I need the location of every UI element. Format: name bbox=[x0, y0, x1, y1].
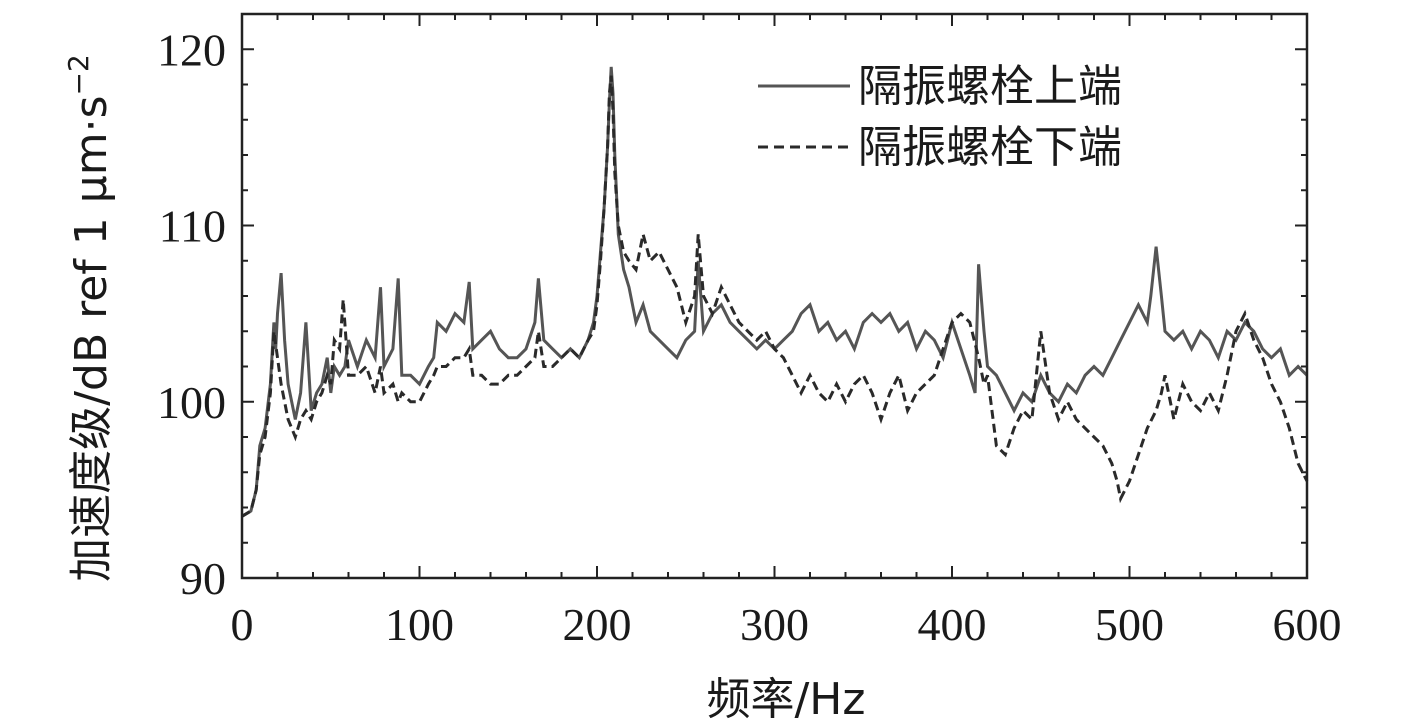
x-tick-label: 600 bbox=[1273, 599, 1342, 650]
series-line-2 bbox=[241, 75, 1309, 518]
x-axis-title: 频率/Hz bbox=[706, 674, 865, 725]
tick-labels: 0 100 200 300 400 500 600 90 100 110 120 bbox=[157, 24, 1342, 650]
y-axis-title: 加速度级/dB ref 1 μm·s−2 bbox=[62, 54, 117, 582]
plot-frame bbox=[240, 12, 1309, 580]
plot-lines bbox=[241, 66, 1309, 518]
axis-ticks bbox=[241, 13, 1308, 579]
y-tick-label: 100 bbox=[157, 377, 226, 428]
x-tick-label: 400 bbox=[918, 599, 987, 650]
series-line-1 bbox=[241, 66, 1309, 518]
legend-label-upper: 隔振螺栓上端 bbox=[858, 61, 1122, 112]
x-tick-label: 500 bbox=[1095, 599, 1164, 650]
y-tick-label: 110 bbox=[159, 201, 226, 252]
x-tick-label: 0 bbox=[231, 599, 254, 650]
legend-label-lower: 隔振螺栓下端 bbox=[858, 122, 1122, 173]
x-tick-label: 200 bbox=[563, 599, 632, 650]
y-axis-title-superscript: −2 bbox=[62, 54, 95, 95]
legend: 隔振螺栓上端 隔振螺栓下端 bbox=[758, 61, 1122, 173]
y-tick-label: 90 bbox=[180, 553, 226, 604]
x-tick-label: 300 bbox=[740, 599, 809, 650]
y-tick-label: 120 bbox=[157, 24, 226, 75]
y-axis-title-main: 加速度级/dB ref 1 μm·s bbox=[66, 95, 117, 581]
x-tick-label: 100 bbox=[385, 599, 454, 650]
